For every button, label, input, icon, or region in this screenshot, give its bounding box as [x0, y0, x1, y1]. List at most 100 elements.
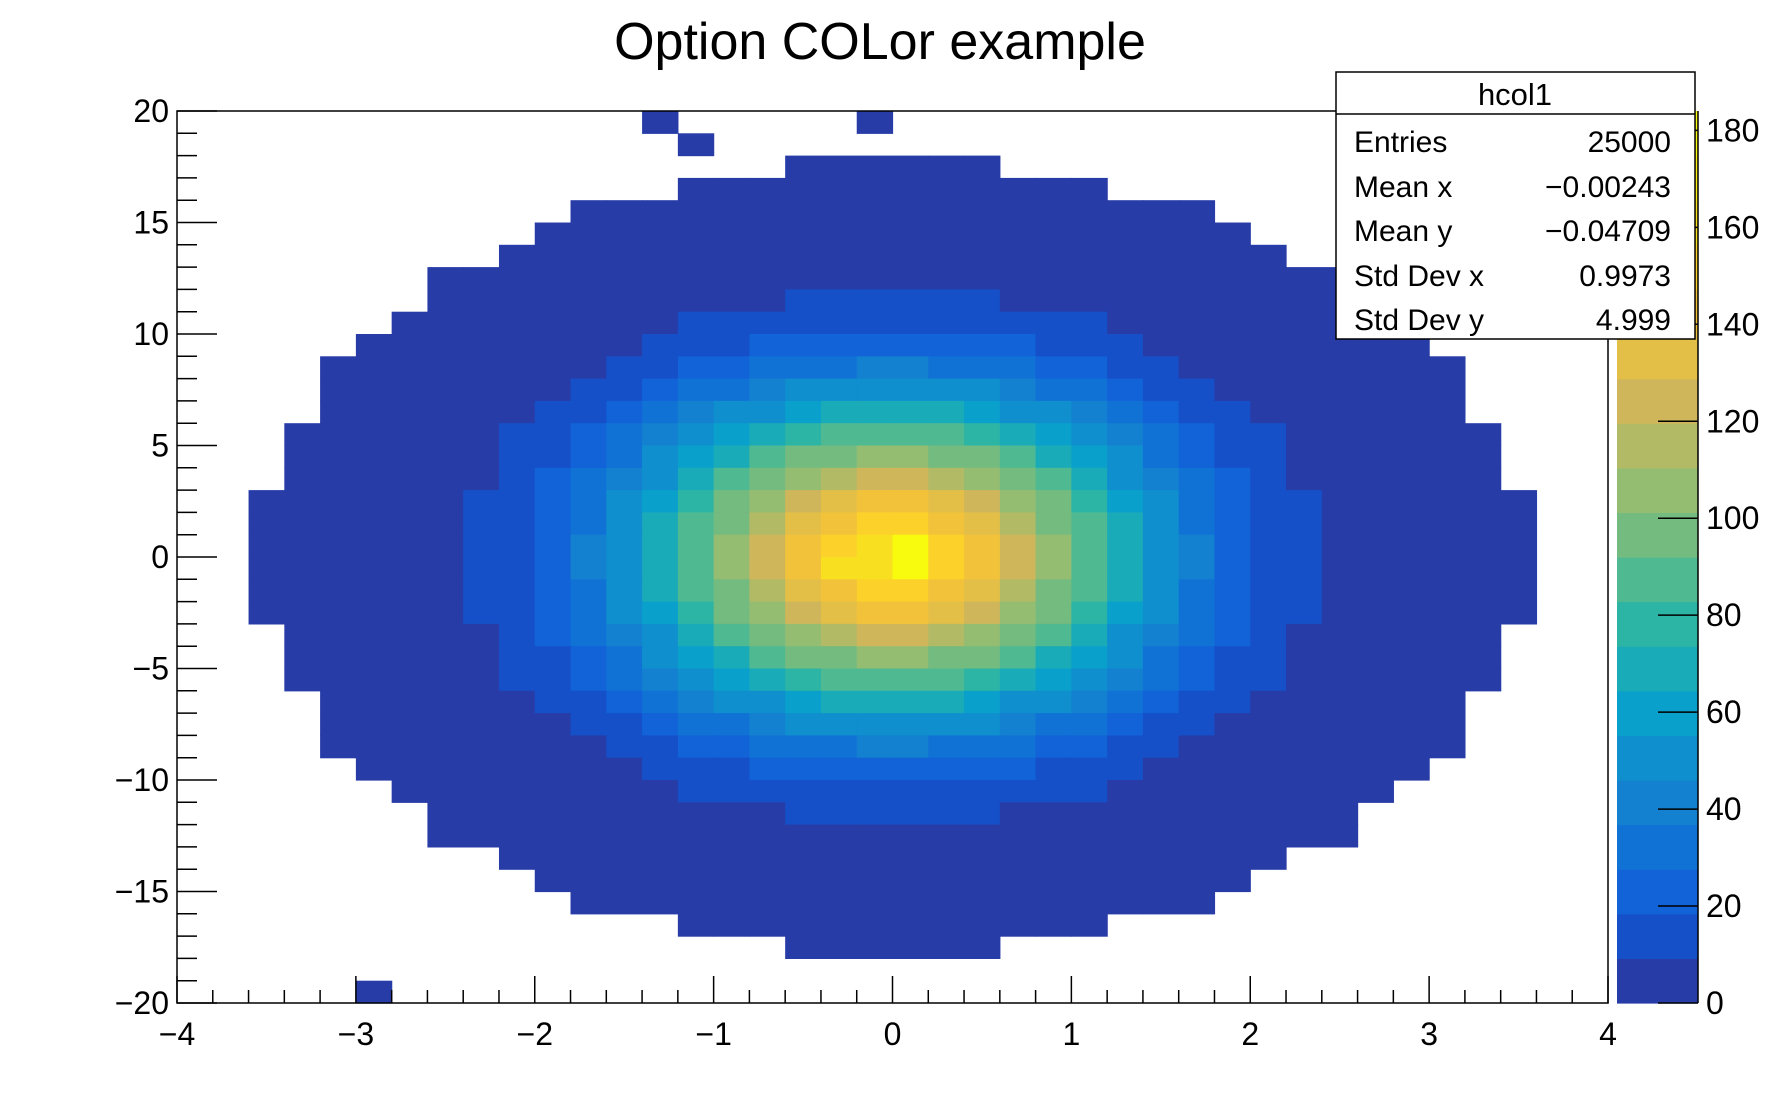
heatmap-cell	[677, 423, 715, 447]
heatmap-cell	[1429, 467, 1466, 491]
heatmap-cell	[1321, 802, 1359, 826]
heatmap-cell	[498, 400, 536, 424]
heatmap-cell	[606, 467, 643, 491]
heatmap-cell	[391, 623, 429, 647]
heatmap-cell	[713, 623, 751, 647]
heatmap-cell	[642, 579, 679, 603]
heatmap-cell	[677, 735, 715, 759]
heatmap-cell	[999, 646, 1037, 670]
stats-value: 25000	[1588, 126, 1671, 159]
heatmap-cell	[1142, 512, 1180, 536]
heatmap-cell	[928, 668, 965, 692]
heatmap-cell	[1071, 490, 1108, 513]
heatmap-cell	[1393, 490, 1430, 513]
heatmap-cell	[1250, 423, 1287, 447]
heatmap-cell	[1142, 846, 1180, 870]
heatmap-cell	[1393, 467, 1430, 491]
palette-tick-label: 0	[1706, 985, 1724, 1021]
heatmap-cell	[892, 177, 929, 201]
heatmap-cell	[820, 334, 858, 357]
heatmap-cell	[713, 467, 751, 491]
heatmap-cell	[1178, 824, 1216, 848]
palette-tick-label: 80	[1706, 597, 1742, 633]
heatmap-cell	[964, 512, 1001, 536]
heatmap-cell	[785, 490, 822, 513]
heatmap-cell	[284, 579, 321, 603]
heatmap-cell	[1214, 802, 1251, 826]
heatmap-cell	[928, 356, 965, 380]
y-tick-label: 0	[151, 539, 169, 575]
heatmap-cell	[892, 267, 929, 290]
heatmap-cell	[749, 445, 786, 469]
heatmap-cell	[427, 490, 464, 513]
heatmap-cell	[964, 913, 1001, 937]
heatmap-cell	[1071, 534, 1108, 558]
palette-level	[1617, 780, 1698, 826]
heatmap-cell	[1214, 356, 1251, 380]
heatmap-cell	[999, 869, 1037, 893]
heatmap-cell	[1035, 869, 1072, 893]
heatmap-cell	[1071, 200, 1108, 224]
heatmap-cell	[1250, 512, 1287, 536]
heatmap-cell	[570, 512, 607, 536]
heatmap-cell	[570, 869, 607, 893]
heatmap-cell	[892, 512, 929, 536]
heatmap-cell	[642, 267, 679, 290]
heatmap-cell	[1035, 891, 1072, 915]
stats-row: Entries 25000	[1354, 126, 1671, 159]
heatmap-cell	[713, 668, 751, 692]
heatmap-cell	[1107, 512, 1144, 536]
heatmap-cell	[856, 200, 894, 224]
heatmap-cell	[427, 824, 464, 848]
heatmap-cell	[856, 891, 894, 915]
heatmap-cell	[749, 512, 786, 536]
heatmap-cell	[1071, 802, 1108, 826]
heatmap-cell	[606, 869, 643, 893]
heatmap-cell	[498, 824, 536, 848]
heatmap-cell	[1035, 846, 1072, 870]
heatmap-cell	[1357, 400, 1394, 424]
heatmap-cell	[1214, 668, 1251, 692]
heatmap-cell	[1393, 445, 1430, 469]
heatmap-cell	[964, 891, 1001, 915]
heatmap-cell	[642, 512, 679, 536]
heatmap-cell	[1357, 579, 1394, 603]
stats-label: Std Dev x	[1354, 260, 1484, 293]
heatmap-cell	[820, 846, 858, 870]
heatmap-cell	[606, 623, 643, 647]
heatmap-cell	[427, 713, 464, 736]
heatmap-cell	[355, 601, 393, 625]
heatmap-cell	[1035, 601, 1072, 625]
heatmap-cell	[391, 646, 429, 670]
heatmap-cell	[1250, 735, 1287, 759]
heatmap-cell	[928, 601, 965, 625]
heatmap-cell	[1286, 646, 1323, 670]
heatmap-cell	[713, 244, 751, 268]
heatmap-cell	[1393, 579, 1430, 603]
heatmap-cell	[1464, 579, 1502, 603]
heatmap-cell	[1178, 311, 1216, 335]
heatmap-cell	[856, 311, 894, 335]
heatmap-cell	[498, 690, 536, 714]
heatmap-cell	[1178, 690, 1216, 714]
heatmap-cell	[856, 356, 894, 380]
stats-box[interactable]: hcol1 Entries 25000 Mean x −0.00243 Mean…	[1335, 71, 1696, 340]
heatmap-cell	[1107, 289, 1144, 313]
heatmap-cell	[964, 177, 1001, 201]
heatmap-cell	[534, 244, 572, 268]
heatmap-cell	[749, 200, 786, 224]
heatmap-cell	[498, 334, 536, 357]
y-axis: −20 −15 −10 −5 0 5 10 15 20	[115, 93, 217, 1021]
heatmap-cell	[713, 311, 751, 335]
heatmap-cell	[1286, 534, 1323, 558]
heatmap-cell	[1142, 891, 1180, 915]
heatmap-cell	[892, 735, 929, 759]
heatmap-cell	[606, 757, 643, 781]
heatmap-cell	[570, 356, 607, 380]
heatmap-cell	[1321, 400, 1359, 424]
stats-value: −0.04709	[1545, 215, 1671, 248]
heatmap-cell	[1035, 311, 1072, 335]
heatmap-cell	[1357, 713, 1394, 736]
heatmap-cell	[892, 557, 929, 580]
heatmap-cell	[999, 177, 1037, 201]
